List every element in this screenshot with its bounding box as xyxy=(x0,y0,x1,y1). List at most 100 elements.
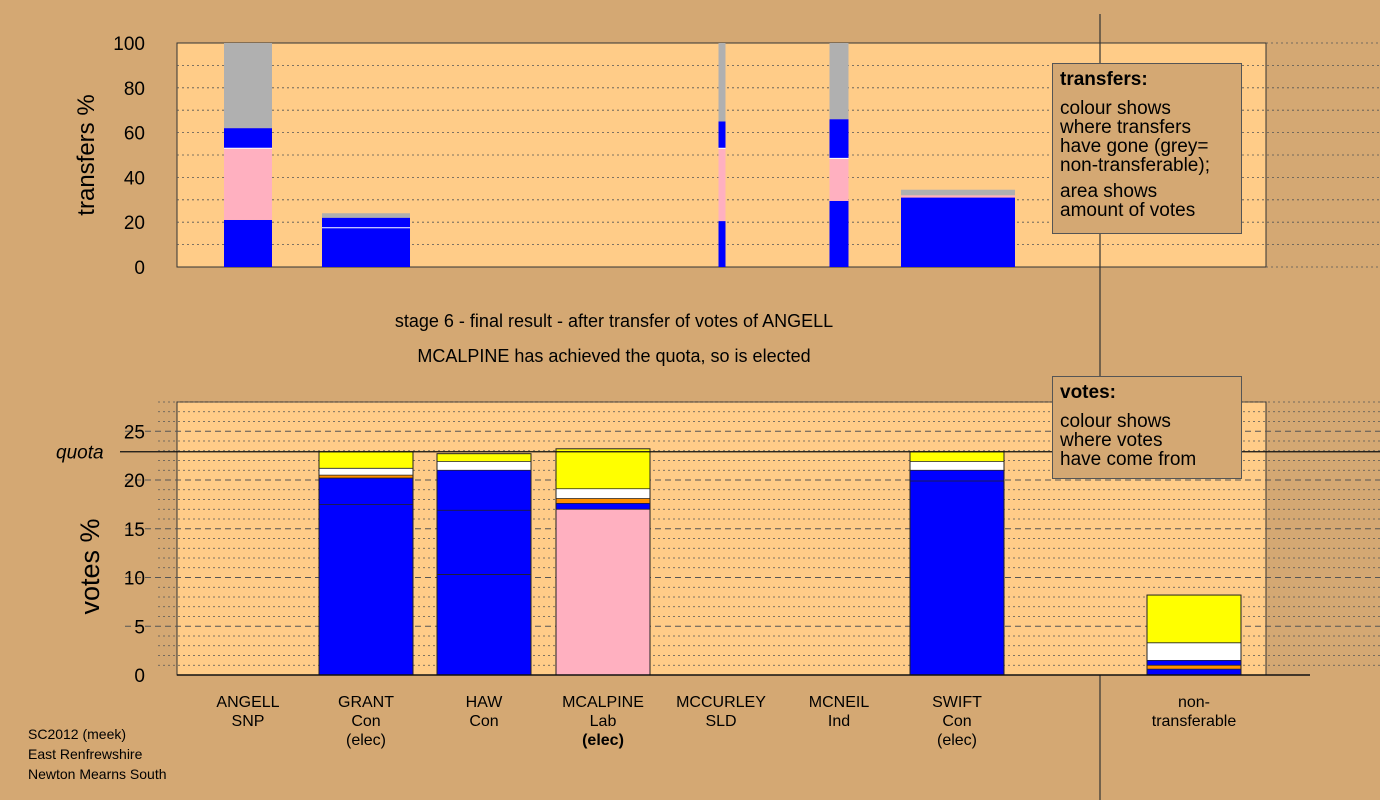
candidate-party: Con xyxy=(469,713,499,730)
transfer-bar-segment xyxy=(322,213,410,218)
candidate-name: transferable xyxy=(1151,713,1237,730)
vote-bar-segment xyxy=(910,480,1004,675)
votes-bars xyxy=(318,448,1242,676)
vote-bar-segment xyxy=(437,510,531,575)
vote-bar-segment xyxy=(910,461,1004,471)
transfer-bar-segment xyxy=(718,148,726,222)
vote-bar-segment xyxy=(319,504,413,675)
transfers-legend-area-text: area shows amount of votes xyxy=(1060,181,1196,221)
candidate-label: ANGELL SNP xyxy=(188,693,308,731)
transfer-bar-segment xyxy=(322,217,410,228)
vote-bar-segment xyxy=(319,475,413,479)
votes-y-tick-label: 20 xyxy=(124,471,145,492)
candidate-label: MCALPINE Lab (elec) xyxy=(543,693,663,750)
transfer-bar-segment xyxy=(224,128,272,149)
transfers-y-tick-label: 0 xyxy=(134,258,145,279)
candidate-name: non- xyxy=(1177,694,1211,711)
transfers-legend-heading: transfers: xyxy=(1060,69,1148,90)
vote-bar-segment xyxy=(556,503,650,510)
votes-y-tick-label: 0 xyxy=(134,666,145,687)
vote-bar-segment xyxy=(1147,669,1241,675)
vote-bar-segment xyxy=(1147,660,1241,666)
transfer-bar-segment xyxy=(829,158,849,201)
candidate-name: MCNEIL xyxy=(808,694,870,711)
vote-bar-segment xyxy=(319,478,413,505)
transfers-y-ticks: 0 20 40 60 80 100 xyxy=(113,34,145,279)
candidate-label: MCCURLEY SLD xyxy=(661,693,781,731)
result-title: MCALPINE has achieved the quota, so is e… xyxy=(417,346,810,366)
votes-y-tick-label: 25 xyxy=(124,422,145,443)
transfers-bars xyxy=(224,43,1015,267)
transfers-y-tick-label: 40 xyxy=(124,168,145,189)
transfer-bar-segment xyxy=(224,148,272,220)
vote-bar-segment xyxy=(556,488,650,499)
candidate-status: (elec) xyxy=(582,732,624,749)
stage-title: stage 6 - final result - after transfer … xyxy=(395,311,833,331)
candidate-name: GRANT xyxy=(338,694,394,711)
transfers-y-axis-label: transfers % xyxy=(73,94,100,215)
transfers-y-tick-label: 20 xyxy=(124,213,145,234)
votes-y-tick-label: 15 xyxy=(124,520,145,541)
candidate-name: SWIFT xyxy=(932,694,982,711)
transfers-y-tick-label: 80 xyxy=(124,79,145,100)
transfer-bar-segment xyxy=(901,189,1015,196)
quota-label: quota xyxy=(56,443,104,464)
vote-bar-segment xyxy=(437,453,531,462)
candidate-name: MCCURLEY xyxy=(676,694,766,711)
candidate-name: HAW xyxy=(465,694,503,711)
transfer-bar-segment xyxy=(322,227,410,267)
votes-legend-heading: votes: xyxy=(1060,382,1116,403)
transfers-legend-text: colour shows where transfers have gone (… xyxy=(1060,98,1210,176)
candidate-status: (elec) xyxy=(345,732,386,749)
vote-bar-segment xyxy=(319,468,413,476)
transfer-bar-segment xyxy=(224,219,272,267)
vote-bar-segment xyxy=(910,451,1004,462)
candidate-label: MCNEIL Ind xyxy=(779,693,899,731)
transfer-bar-segment xyxy=(718,221,726,267)
candidate-party: SLD xyxy=(705,713,737,730)
candidate-party: Lab xyxy=(589,713,617,730)
vote-bar-segment xyxy=(556,509,650,675)
candidate-party: Con xyxy=(942,713,972,730)
candidate-status: (elec) xyxy=(936,732,977,749)
vote-bar-segment xyxy=(437,461,531,471)
candidate-party: Con xyxy=(351,713,381,730)
transfer-bar-segment xyxy=(718,43,726,122)
transfers-y-tick-label: 60 xyxy=(124,124,145,145)
vote-bar-segment xyxy=(437,574,531,675)
candidate-name: MCALPINE xyxy=(562,694,644,711)
vote-bar-segment xyxy=(556,448,650,489)
transfer-bar-segment xyxy=(901,197,1015,267)
votes-legend-text: colour shows where votes have come from xyxy=(1060,411,1197,470)
votes-legend: votes: colour shows where votes have com… xyxy=(1052,376,1242,479)
vote-bar-segment xyxy=(910,470,1004,481)
vote-bar-segment xyxy=(1147,642,1241,661)
transfer-bar-segment xyxy=(224,43,272,129)
candidate-label: HAW Con xyxy=(424,693,544,731)
vote-bar-segment xyxy=(319,451,413,469)
votes-y-ticks: 0 5 10 15 20 25 xyxy=(124,422,145,687)
footer-system: SC2012 (meek) xyxy=(28,726,127,742)
votes-y-tick-label: 10 xyxy=(124,569,145,590)
vote-bar-segment xyxy=(1147,595,1241,643)
candidate-party: SNP xyxy=(231,713,265,730)
footer-info: SC2012 (meek) East Renfrewshire Newton M… xyxy=(28,724,167,784)
vote-bar-segment xyxy=(1147,665,1241,670)
candidate-name: ANGELL xyxy=(216,694,280,711)
votes-y-axis-label: votes % xyxy=(75,518,105,614)
transfer-bar-segment xyxy=(901,195,1015,198)
footer-council: East Renfrewshire xyxy=(28,746,143,762)
transfers-y-tick-label: 100 xyxy=(113,34,145,55)
footer-ward: Newton Mearns South xyxy=(28,766,167,782)
vote-bar-segment xyxy=(556,498,650,504)
transfer-bar-segment xyxy=(829,43,849,120)
candidate-party: Ind xyxy=(827,713,851,730)
candidate-label: GRANT Con (elec) xyxy=(306,693,426,750)
transfer-bar-segment xyxy=(829,119,849,159)
transfer-bar-segment xyxy=(829,200,849,267)
candidate-label: non-transferable xyxy=(1134,693,1254,731)
transfer-bar-segment xyxy=(718,121,726,149)
transfers-legend: transfers: colour shows where transfers … xyxy=(1052,63,1242,234)
votes-y-tick-label: 5 xyxy=(134,617,145,638)
vote-bar-segment xyxy=(437,470,531,511)
